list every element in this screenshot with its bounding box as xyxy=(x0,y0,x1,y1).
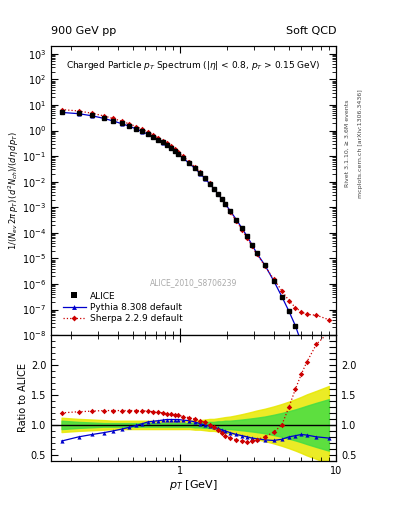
Y-axis label: $1/(N_{ev}\,2\pi\,p_{T})\,(d^{2}N_{ch})/(d\eta\,dp_{T})$: $1/(N_{ev}\,2\pi\,p_{T})\,(d^{2}N_{ch})/… xyxy=(6,131,21,250)
Text: Rivet 3.1.10, ≥ 3.6M events: Rivet 3.1.10, ≥ 3.6M events xyxy=(345,100,350,187)
Text: mcplots.cern.ch [arXiv:1306.3436]: mcplots.cern.ch [arXiv:1306.3436] xyxy=(358,89,363,198)
Y-axis label: Ratio to ALICE: Ratio to ALICE xyxy=(18,364,28,433)
Legend: ALICE, Pythia 8.308 default, Sherpa 2.2.9 default: ALICE, Pythia 8.308 default, Sherpa 2.2.… xyxy=(61,290,185,325)
Text: Soft QCD: Soft QCD xyxy=(286,26,336,36)
Text: Charged Particle $p_{T}$ Spectrum ($|\eta|$ < 0.8, $p_{T}$ > 0.15 GeV): Charged Particle $p_{T}$ Spectrum ($|\et… xyxy=(66,59,321,72)
Text: ALICE_2010_S8706239: ALICE_2010_S8706239 xyxy=(150,279,237,288)
Text: 900 GeV pp: 900 GeV pp xyxy=(51,26,116,36)
X-axis label: $p_{T}$ [GeV]: $p_{T}$ [GeV] xyxy=(169,478,218,493)
